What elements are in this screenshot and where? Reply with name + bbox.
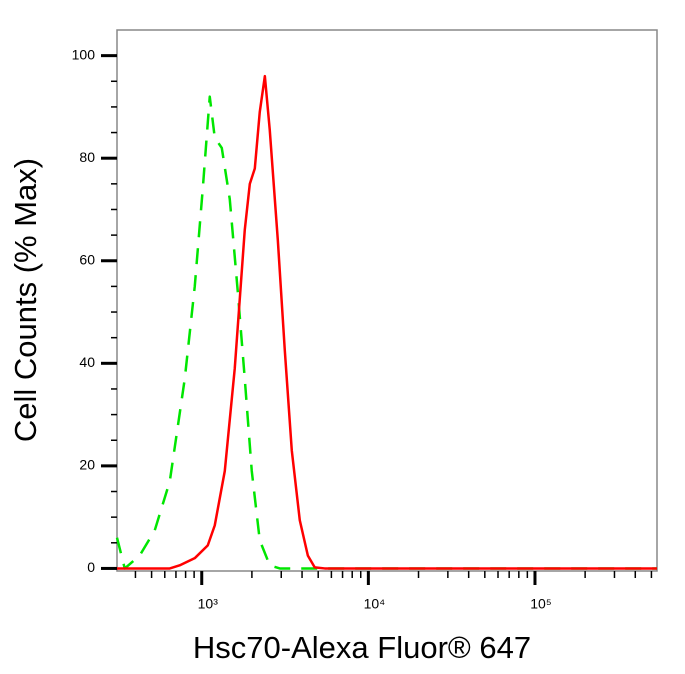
- x-tick-label: 10⁴: [364, 596, 386, 612]
- x-tick-label: 10⁵: [530, 596, 551, 612]
- series-line: [115, 95, 657, 570]
- y-tick-label: 60: [79, 251, 95, 267]
- y-tick-label: 100: [72, 46, 96, 62]
- x-tick-label: 10³: [198, 596, 219, 612]
- y-tick-label: 80: [79, 149, 95, 165]
- y-axis-title: Cell Counts (% Max): [8, 158, 43, 442]
- series-line: [117, 74, 657, 570]
- plot-frame: [116, 29, 658, 572]
- y-tick-label: 20: [79, 457, 95, 473]
- x-axis-title: Hsc70-Alexa Fluor® 647: [193, 630, 531, 665]
- y-tick-label: 40: [79, 354, 95, 370]
- y-tick-label: 0: [87, 559, 95, 575]
